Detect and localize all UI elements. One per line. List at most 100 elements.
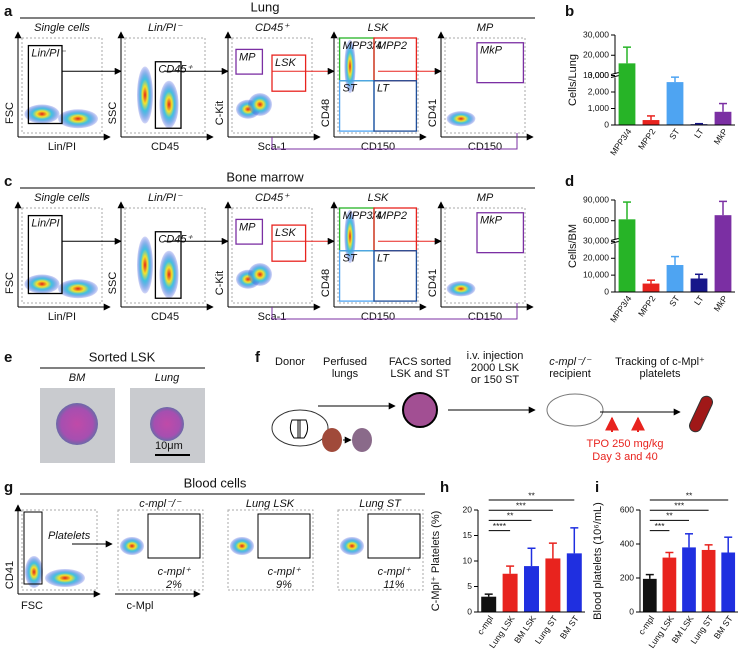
plot-title: Lin/PI⁻ [148,22,183,34]
cell-density [248,93,272,116]
cell-density [137,236,153,294]
cell-density [25,556,43,588]
y-axis-label: SSC [107,272,119,295]
gate [476,212,525,254]
gate-label: Platelets [48,530,91,542]
cell-density [344,209,356,264]
gate-label: c-mpl⁺ [158,566,192,578]
scale-label: 10μm [155,440,183,452]
significance-label: ** [528,490,535,500]
cell-density [58,279,98,299]
bar [690,278,708,292]
y-axis-label: FSC [4,102,16,124]
gate-label: MkP [480,215,503,227]
gate [271,224,307,262]
plot-title: CD45⁺ [255,22,290,34]
gate-percent: 9% [276,579,292,591]
x-tick-label: Lung ST [533,614,560,646]
cell-density [344,39,356,94]
recipient-mouse [546,393,604,427]
x-axis-label: Lin/PI [48,141,76,153]
break-mark [610,72,620,75]
x-tick-label: BM ST [558,614,581,641]
x-tick-label: BM ST [712,614,735,641]
x-tick-label: ST [667,294,681,309]
step-label: LSK and ST [390,368,450,380]
cell-density [58,109,98,129]
y-axis-label: CD41 [427,269,439,297]
gate-percent: 11% [383,579,404,591]
significance-label: *** [674,500,685,510]
step-label: Tracking of c-Mpl⁺ [615,356,705,368]
gate-label: LT [377,83,390,95]
y-axis-label: Cells/BM [567,224,579,268]
y-tick-label: 60,000 [583,215,609,225]
gate-label: MPP3/4 [343,40,382,52]
gate-label: Lin/PI [31,218,59,230]
gate-label: CD45⁺ [158,234,193,246]
bar [714,215,732,292]
significance-label: **** [493,521,507,531]
bar [566,553,582,612]
plot-frame [444,207,526,304]
gate [147,513,201,559]
step-label: or 150 ST [471,374,520,386]
gate-label: MP [239,221,256,233]
y-tick-label: 20,000 [583,50,609,60]
x-axis-label: CD150 [468,141,502,153]
image-label: Lung [155,372,180,384]
plot-title: MP [477,192,494,204]
section-title: Blood cells [184,475,247,490]
gate-link [271,133,518,150]
treatment-label: Day 3 and 40 [592,451,657,463]
cell-density [120,537,144,555]
cell-density [446,111,476,127]
significance-label: *** [516,500,527,510]
cell-density [45,569,85,587]
break-mark [610,237,620,241]
y-tick-label: 0 [604,286,609,296]
x-axis-label: CD150 [468,311,502,323]
bar [618,63,636,125]
sorted-cells [402,392,438,428]
bar [682,547,696,612]
significance-label: ** [507,511,514,521]
cell-density [446,281,476,297]
significance-label: *** [655,521,666,531]
step-label: Donor [275,356,305,368]
x-axis-label: CD45 [151,141,179,153]
gate [235,48,264,75]
gate-link [271,303,518,320]
x-axis-label: CD150 [361,141,395,153]
bar [524,566,539,612]
x-axis-label: CD45 [151,311,179,323]
y-tick-label: 2,000 [588,86,610,96]
step-label: Perfused [323,356,367,368]
panel-letter: b [565,3,574,20]
y-tick-label: 90,000 [583,194,609,204]
y-axis-label: CD48 [320,269,332,297]
cell-density [230,537,254,555]
gate-label: ST [343,83,358,95]
y-axis-label: SSC [107,102,119,125]
gate [27,44,63,125]
gate [367,513,421,559]
x-axis-label: CD150 [361,311,395,323]
gate [476,42,525,84]
x-tick-label: LT [692,294,706,307]
plot-title: MP [477,22,494,34]
x-axis-label: c-Mpl [127,600,154,612]
cell-density [340,537,364,555]
plot-title: c-mpl⁻/⁻ [139,498,182,510]
step-label: platelets [640,368,681,380]
gate-label: MkP [480,45,503,57]
y-tick-label: 3,000 [588,70,610,80]
gate-percent: 2% [165,579,182,591]
gate [154,231,182,299]
gate [373,250,418,302]
x-tick-label: MPP2 [636,126,658,151]
plot-title: LSK [368,192,389,204]
lung-tissue [322,428,342,452]
panel-letter: a [4,3,13,20]
